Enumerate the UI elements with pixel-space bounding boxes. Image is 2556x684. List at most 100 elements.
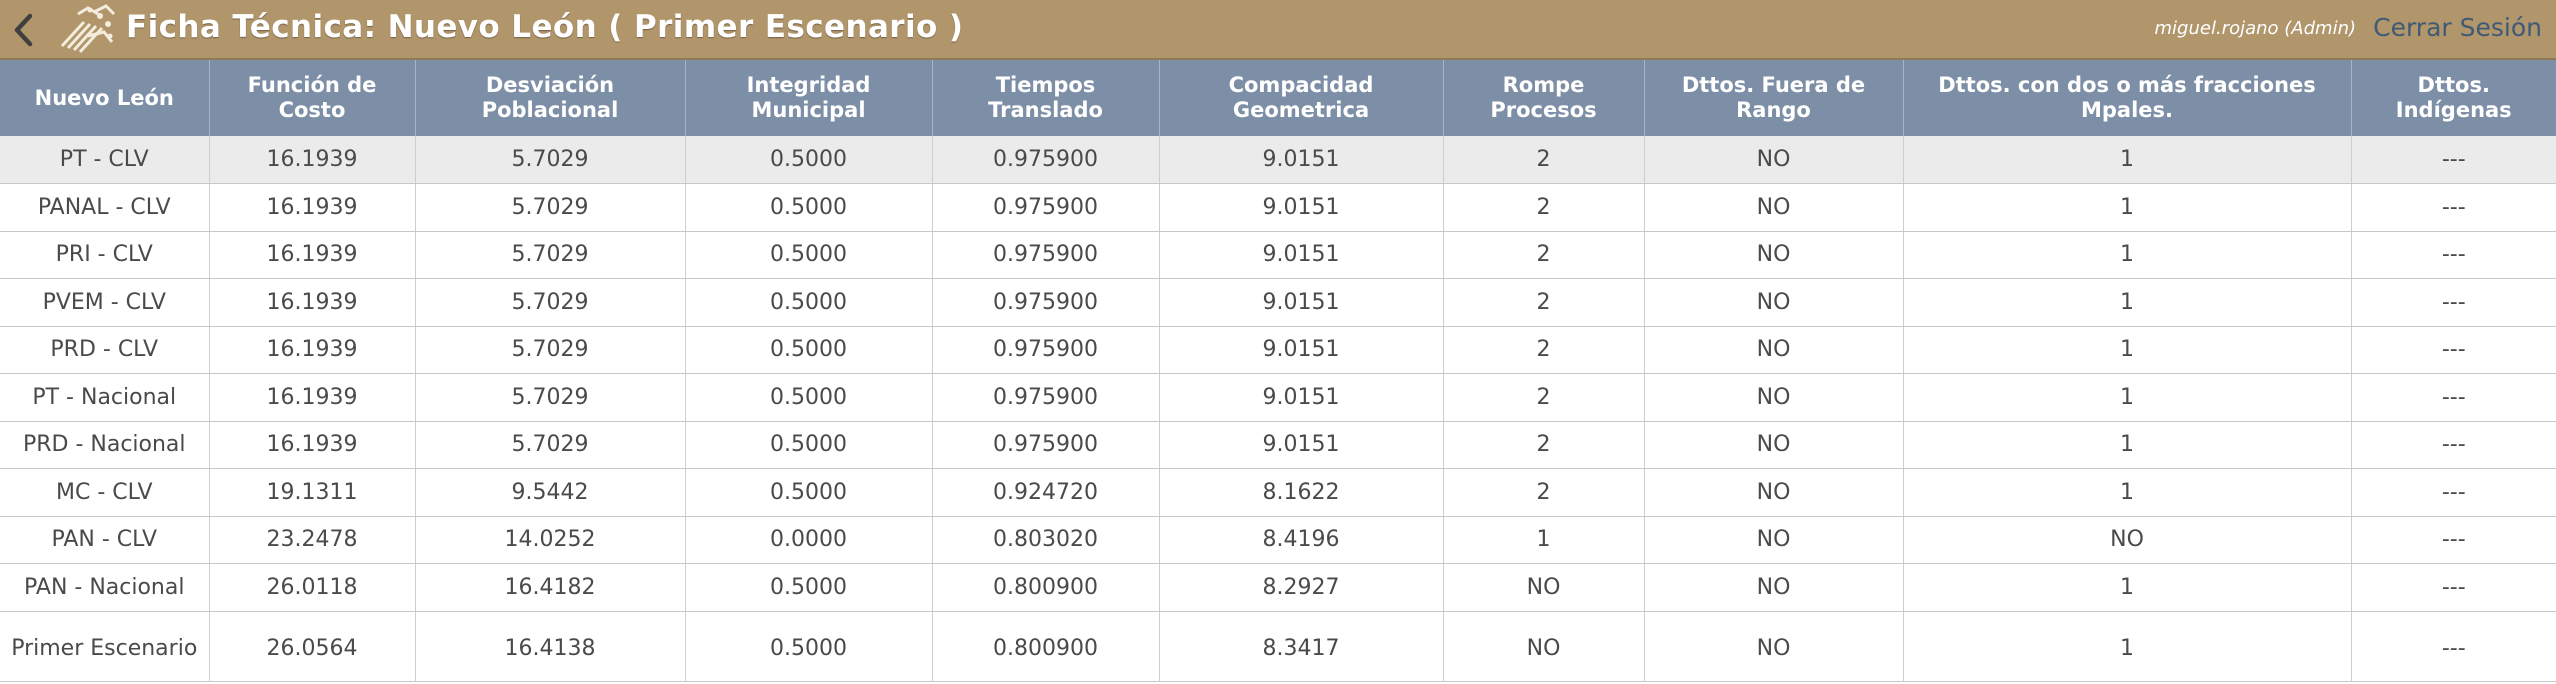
table-cell-travel-times-column: 0.975900: [932, 373, 1160, 422]
table-cell-breaks-processes-column: 2: [1443, 136, 1645, 184]
table-cell-breaks-processes-column: NO: [1443, 611, 1645, 682]
column-header-municipal-integrity-column[interactable]: Integridad Municipal: [685, 60, 933, 136]
table-cell-indigenous-districts-column: ---: [2351, 468, 2556, 517]
table-cell-municipal-integrity-column: 0.5000: [685, 563, 933, 612]
table-cell-out-of-range-districts-column: NO: [1644, 183, 1904, 232]
table-cell-municipal-integrity-column: 0.5000: [685, 468, 933, 517]
table-cell-indigenous-districts-column: ---: [2351, 278, 2556, 327]
table-cell-indigenous-districts-column: ---: [2351, 516, 2556, 564]
table-cell-multi-fraction-districts-column: 1: [1903, 326, 2352, 374]
column-header-breaks-processes-column[interactable]: Rompe Procesos: [1443, 60, 1645, 136]
table-cell-geometric-compactness-column: 8.1622: [1159, 468, 1444, 517]
table-cell-state-column: Primer Escenario: [0, 611, 210, 682]
column-header-indigenous-districts-column[interactable]: Dttos. Indígenas: [2351, 60, 2556, 136]
table-cell-travel-times-column: 0.800900: [932, 563, 1160, 612]
table-cell-state-column: PRD - CLV: [0, 326, 210, 374]
column-header-travel-times-column[interactable]: Tiempos Translado: [932, 60, 1160, 136]
table-cell-state-column: PRI - CLV: [0, 231, 210, 279]
chevron-left-icon: [14, 13, 33, 47]
table-cell-municipal-integrity-column: 0.5000: [685, 611, 933, 682]
table-cell-geometric-compactness-column: 9.0151: [1159, 421, 1444, 469]
column-header-out-of-range-districts-column[interactable]: Dttos. Fuera de Rango: [1644, 60, 1904, 136]
table-row[interactable]: PRD - Nacional 16.1939 5.7029 0.5000 0.97590…: [0, 421, 2556, 469]
table-cell-municipal-integrity-column: 0.5000: [685, 278, 933, 327]
page-title: Ficha Técnica: Nuevo León ( Primer Escen…: [126, 9, 964, 45]
table-cell-cost-function-column: 16.1939: [209, 326, 416, 374]
table-row[interactable]: PRD - CLV 16.1939 5.7029 0.5000 0.975900 9.01…: [0, 326, 2556, 374]
table-cell-multi-fraction-districts-column: 1: [1903, 611, 2352, 682]
table-cell-geometric-compactness-column: 9.0151: [1159, 326, 1444, 374]
table-row[interactable]: MC - CLV 19.1311 9.5442 0.5000 0.924720 8.162…: [0, 468, 2556, 517]
table-cell-municipal-integrity-column: 0.5000: [685, 136, 933, 184]
table-cell-out-of-range-districts-column: NO: [1644, 231, 1904, 279]
table-cell-out-of-range-districts-column: NO: [1644, 373, 1904, 422]
table-cell-population-deviation-column: 5.7029: [415, 278, 686, 327]
table-cell-state-column: PRD - Nacional: [0, 421, 210, 469]
table-cell-geometric-compactness-column: 9.0151: [1159, 183, 1444, 232]
table-cell-population-deviation-column: 5.7029: [415, 421, 686, 469]
table-cell-municipal-integrity-column: 0.5000: [685, 421, 933, 469]
table-cell-breaks-processes-column: NO: [1443, 563, 1645, 612]
table-body: PT - CLV 16.1939 5.7029 0.5000 0.975900 9.015…: [0, 136, 2556, 682]
table-cell-cost-function-column: 16.1939: [209, 373, 416, 422]
table-cell-out-of-range-districts-column: NO: [1644, 516, 1904, 564]
table-cell-cost-function-column: 19.1311: [209, 468, 416, 517]
table-cell-multi-fraction-districts-column: 1: [1903, 563, 2352, 612]
table-cell-out-of-range-districts-column: NO: [1644, 468, 1904, 517]
table-cell-indigenous-districts-column: ---: [2351, 231, 2556, 279]
table-row[interactable]: PT - CLV 16.1939 5.7029 0.5000 0.975900 9.015…: [0, 136, 2556, 184]
table-cell-geometric-compactness-column: 9.0151: [1159, 136, 1444, 184]
table-cell-geometric-compactness-column: 9.0151: [1159, 373, 1444, 422]
table-cell-multi-fraction-districts-column: 1: [1903, 421, 2352, 469]
table-cell-cost-function-column: 26.0118: [209, 563, 416, 612]
table-header-row: Nuevo León Función de Costo Desviación Pob…: [0, 60, 2556, 136]
table-cell-multi-fraction-districts-column: 1: [1903, 373, 2352, 422]
column-header-population-deviation-column[interactable]: Desviación Poblacional: [415, 60, 686, 136]
data-table: Nuevo León Función de Costo Desviación Pob…: [0, 60, 2556, 682]
table-row[interactable]: PANAL - CLV 16.1939 5.7029 0.5000 0.975900 9.…: [0, 183, 2556, 232]
table-cell-multi-fraction-districts-column: NO: [1903, 516, 2352, 564]
table-row[interactable]: Primer Escenario 26.0564 16.4138 0.5000 0.80…: [0, 611, 2556, 682]
table-cell-population-deviation-column: 16.4182: [415, 563, 686, 612]
table-cell-out-of-range-districts-column: NO: [1644, 563, 1904, 612]
column-header-cost-function-column[interactable]: Función de Costo: [209, 60, 416, 136]
table-cell-state-column: PT - CLV: [0, 136, 210, 184]
table-cell-indigenous-districts-column: ---: [2351, 136, 2556, 184]
table-cell-municipal-integrity-column: 0.5000: [685, 326, 933, 374]
user-name-label: miguel.rojano (Admin): [2154, 18, 2356, 39]
table-cell-state-column: PAN - CLV: [0, 516, 210, 564]
table-cell-out-of-range-districts-column: NO: [1644, 136, 1904, 184]
table-cell-travel-times-column: 0.924720: [932, 468, 1160, 517]
table-cell-geometric-compactness-column: 9.0151: [1159, 278, 1444, 327]
table-cell-geometric-compactness-column: 8.2927: [1159, 563, 1444, 612]
table-cell-cost-function-column: 16.1939: [209, 136, 416, 184]
table-row[interactable]: PAN - CLV 23.2478 14.0252 0.0000 0.803020 8.4…: [0, 516, 2556, 564]
table-cell-breaks-processes-column: 2: [1443, 326, 1645, 374]
logout-link[interactable]: Cerrar Sesión: [2373, 13, 2542, 42]
table-cell-travel-times-column: 0.803020: [932, 516, 1160, 564]
table-cell-cost-function-column: 16.1939: [209, 183, 416, 232]
column-header-multi-fraction-districts-column[interactable]: Dttos. con dos o más fracciones Mpales.: [1903, 60, 2352, 136]
back-button[interactable]: [8, 10, 38, 50]
table-cell-state-column: PAN - Nacional: [0, 563, 210, 612]
table-row[interactable]: PT - Nacional 16.1939 5.7029 0.5000 0.975900…: [0, 373, 2556, 422]
table-cell-cost-function-column: 23.2478: [209, 516, 416, 564]
table-cell-breaks-processes-column: 2: [1443, 183, 1645, 232]
table-cell-indigenous-districts-column: ---: [2351, 373, 2556, 422]
column-header-state-column[interactable]: Nuevo León: [0, 60, 210, 136]
table-cell-indigenous-districts-column: ---: [2351, 183, 2556, 232]
table-cell-cost-function-column: 16.1939: [209, 231, 416, 279]
table-cell-travel-times-column: 0.975900: [932, 183, 1160, 232]
top-bar: Ficha Técnica: Nuevo León ( Primer Escen…: [0, 0, 2556, 60]
table-cell-indigenous-districts-column: ---: [2351, 563, 2556, 612]
table-cell-state-column: MC - CLV: [0, 468, 210, 517]
table-cell-cost-function-column: 26.0564: [209, 611, 416, 682]
table-cell-multi-fraction-districts-column: 1: [1903, 468, 2352, 517]
column-header-geometric-compactness-column[interactable]: Compacidad Geometrica: [1159, 60, 1444, 136]
table-cell-geometric-compactness-column: 9.0151: [1159, 231, 1444, 279]
table-cell-population-deviation-column: 5.7029: [415, 136, 686, 184]
table-row[interactable]: PAN - Nacional 26.0118 16.4182 0.5000 0.8009…: [0, 563, 2556, 612]
table-cell-out-of-range-districts-column: NO: [1644, 611, 1904, 682]
table-row[interactable]: PVEM - CLV 16.1939 5.7029 0.5000 0.975900 9.0…: [0, 278, 2556, 327]
table-row[interactable]: PRI - CLV 16.1939 5.7029 0.5000 0.975900 9.01…: [0, 231, 2556, 279]
